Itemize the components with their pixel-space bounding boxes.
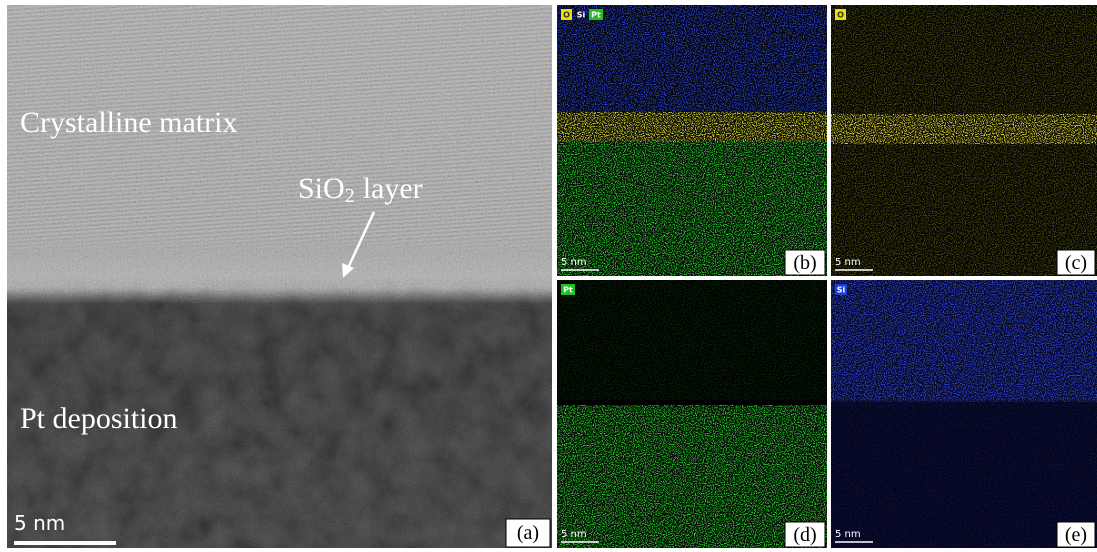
element-label: Pt [591,11,601,20]
annotation: SiO [298,172,345,205]
element-label: Si [837,286,846,295]
scale-bar-label: 5 nm [561,257,587,268]
panel-d: Pt 5 nm (d) [557,280,827,548]
annotation: layer [363,172,423,205]
annotation: Pt deposition [20,402,178,435]
panel-label: (b) [793,252,816,274]
scale-bar-label: 5 nm [835,529,861,540]
element-label: Si [577,11,586,20]
annotation: Crystalline matrix [20,106,237,139]
panel-c: O 5 nm (c) [831,5,1097,276]
panel-label: (a) [517,522,539,544]
element-label: Pt [563,286,573,295]
scale-bar-label: 5 nm [835,257,861,268]
scale-bar-label: 5 nm [14,511,65,535]
subscript: 2 [345,185,355,207]
element-label: O [563,11,570,20]
noise [7,5,552,548]
figure: Crystalline matrix SiO2layer Pt depositi… [0,0,1097,552]
panel-e: Si 5 nm (e) [831,280,1097,548]
scale-bar-label: 5 nm [561,529,587,540]
panel-label: (e) [1065,524,1087,546]
panel-a: Crystalline matrix SiO2 layer Pt depositi… [7,5,552,548]
element-label: O [837,11,844,20]
panel-label: (c) [1065,252,1087,274]
panel-label: (d) [793,524,816,546]
panel-b: O Si Pt 5 nm (b) [557,5,827,276]
